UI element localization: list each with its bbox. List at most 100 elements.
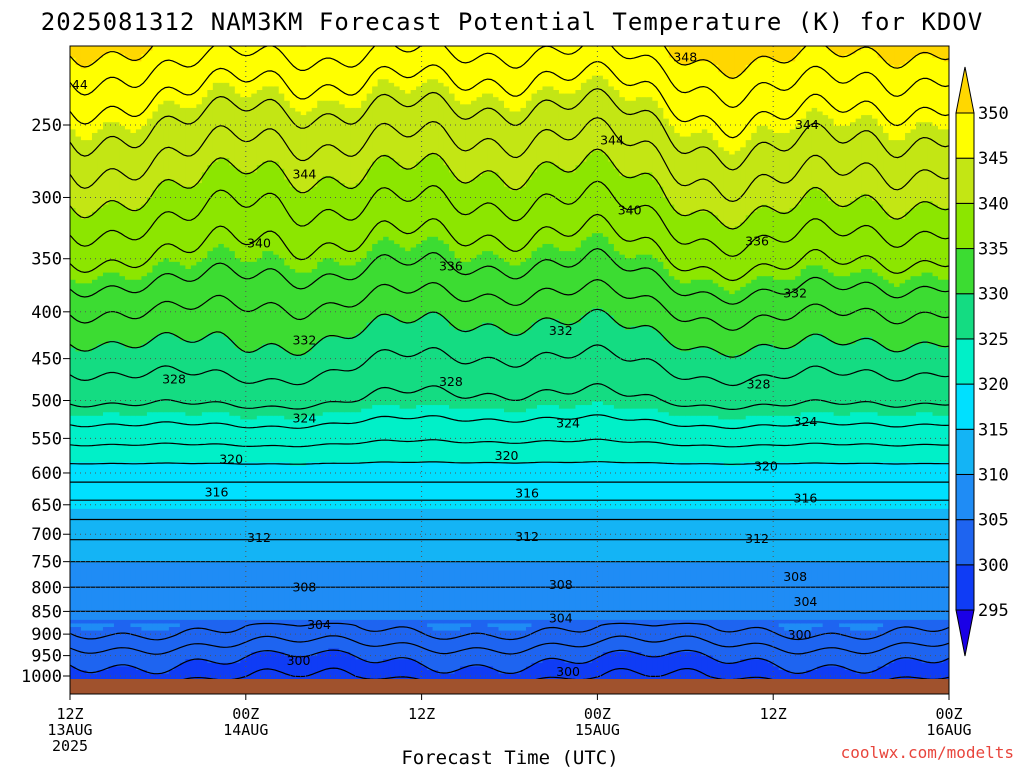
colorbar-label: 345 (978, 149, 1009, 169)
contour-line (70, 308, 949, 358)
contour-line (70, 278, 949, 331)
x-tick-label: 14AUG (223, 721, 268, 739)
colorbar-label: 295 (978, 601, 1009, 621)
colorbar-segment (955, 202, 975, 250)
colorbar-label: 310 (978, 465, 1009, 485)
contour-line (70, 438, 949, 448)
contour-line (70, 46, 949, 80)
shaded-fills (70, 46, 949, 679)
colorbar-label: 325 (978, 330, 1009, 350)
contour-label: 324 (794, 414, 818, 429)
colorbar-label: 300 (978, 556, 1009, 576)
contour-line (70, 117, 949, 203)
y-tick-label: 450 (31, 350, 62, 370)
x-tick-label: 16AUG (926, 721, 971, 739)
y-tick-label: 550 (31, 429, 62, 449)
contour-label: 300 (788, 627, 812, 642)
x-tick-label: 12Z (760, 705, 787, 723)
contour-label: 328 (162, 371, 186, 386)
contour-label: 332 (783, 286, 807, 301)
chart-title: 2025081312 NAM3KM Forecast Potential Tem… (41, 8, 983, 36)
contour-line (70, 649, 949, 675)
y-tick-label: 900 (31, 625, 62, 645)
contour-line (70, 46, 949, 109)
contour-line (70, 247, 949, 305)
x-tick-label: 2025 (52, 737, 88, 755)
colorbar-label: 340 (978, 194, 1009, 214)
contour-label: 316 (205, 484, 229, 499)
y-tick-label: 1000 (21, 667, 62, 687)
y-tick-label: 850 (31, 602, 62, 622)
ground-surface (70, 679, 949, 694)
y-tick-label: 500 (31, 392, 62, 412)
contour-label: 312 (515, 529, 539, 544)
y-tick-label: 600 (31, 464, 62, 484)
colorbar-segment (955, 338, 975, 385)
contour-label: 344 (795, 117, 819, 132)
y-tick-label: 400 (31, 303, 62, 323)
colorbar-label: 350 (978, 104, 1009, 124)
contour-label: 312 (247, 530, 271, 545)
colorbar-segment (955, 112, 975, 159)
plot-area: 344 348 344 344 344 340 340 336 336 332 332 332 328 3… (64, 46, 949, 679)
y-tick-label: 800 (31, 578, 62, 598)
contour-label: 316 (794, 491, 818, 506)
y-tick-label: 650 (31, 496, 62, 516)
x-tick-label: 12Z (408, 705, 435, 723)
contour-label: 344 (292, 166, 316, 181)
colorbar-segment (955, 564, 975, 611)
contour-label: 344 (64, 77, 88, 92)
contour-label: 348 (673, 50, 697, 65)
contour-label: 300 (287, 653, 311, 668)
contour-label: 324 (556, 416, 580, 431)
contour-line (70, 414, 949, 430)
y-tick-label: 750 (31, 553, 62, 573)
contour-line (70, 344, 949, 387)
contour-label: 320 (219, 451, 243, 466)
colorbar-label: 330 (978, 285, 1009, 305)
colorbar-segment (955, 383, 975, 430)
contour-label: 308 (549, 577, 573, 592)
x-axis-label: Forecast Time (UTC) (401, 747, 618, 768)
contour-label: 304 (549, 610, 573, 625)
contour-label: 304 (794, 594, 818, 609)
y-tick-label: 950 (31, 647, 62, 667)
colorbar-label: 335 (978, 240, 1009, 260)
contour-line (70, 635, 949, 655)
contour-line (70, 148, 949, 230)
contour-lines (70, 46, 949, 679)
contour-label: 308 (783, 569, 807, 584)
colorbar-segment (955, 519, 975, 566)
x-tick-label: 00Z (584, 705, 611, 723)
contour-label: 300 (556, 664, 580, 679)
colorbar-segment (955, 428, 975, 475)
contour-label: 332 (549, 323, 573, 338)
x-tick-label: 00Z (935, 705, 962, 723)
contour-label: 344 (600, 133, 624, 148)
contour-label: 312 (745, 531, 769, 546)
contour-label: 308 (292, 579, 316, 594)
y-tick-label: 300 (31, 188, 62, 208)
x-tick-label: 12Z (56, 705, 83, 723)
x-tick-label: 13AUG (47, 721, 92, 739)
grid-lines (70, 46, 949, 679)
colorbar-top-arrow (955, 66, 975, 114)
contour-label: 320 (754, 458, 778, 473)
contour-label: 316 (515, 486, 539, 501)
contour-labels: 344 348 344 344 344 340 340 336 336 332 332 332 328 3… (64, 50, 819, 679)
x-tick-label: 00Z (232, 705, 259, 723)
contour-label: 336 (745, 233, 769, 248)
contour-label: 332 (292, 333, 316, 348)
y-axis-ticks: 250 300 350 400 450 500 550 600 650 700 750 800 850 9… (21, 116, 70, 687)
contour-line (70, 622, 949, 641)
contour-line (70, 382, 949, 411)
contour-line (70, 60, 949, 139)
credit-text: coolwx.com/modelts (841, 743, 1014, 762)
x-tick-label: 15AUG (575, 721, 620, 739)
colorbar-label: 305 (978, 511, 1009, 531)
contour-label: 328 (439, 374, 463, 389)
contour-label: 336 (439, 259, 463, 274)
contour-label: 328 (747, 376, 771, 391)
